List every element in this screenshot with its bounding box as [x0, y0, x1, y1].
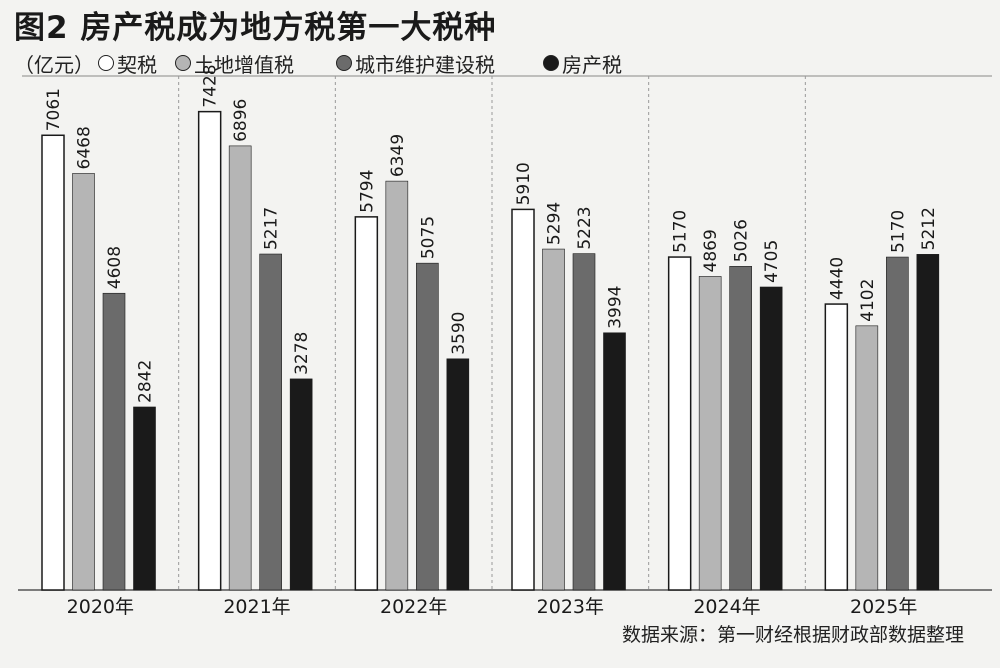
legend-swatch-urban-maintenance-tax — [336, 55, 352, 71]
bar-property-tax — [759, 286, 783, 591]
data-label-land-vat: 4869 — [701, 229, 721, 272]
bar-deed-tax — [667, 256, 692, 591]
legend-item-urban-maintenance-tax: 城市维护建设税 — [336, 49, 495, 78]
legend-label-land-vat: 土地增值税 — [194, 52, 294, 77]
bar-land-vat — [542, 248, 565, 591]
legend-label-deed-tax: 契税 — [117, 52, 157, 77]
chart-legend: （亿元） 契税 土地增值税 城市维护建设税 房产税 — [14, 49, 622, 78]
data-label-land-vat: 6349 — [388, 134, 408, 177]
data-label-land-vat: 6468 — [75, 126, 95, 169]
bar-land-vat — [698, 276, 722, 591]
source-note: 数据来源：第一财经根据财政部数据整理 — [621, 624, 964, 646]
bar-property-tax — [603, 332, 626, 591]
data-label-urban-maintenance-tax: 4608 — [105, 246, 125, 289]
data-label-urban-maintenance-tax: 5217 — [262, 207, 282, 250]
data-label-deed-tax: 5170 — [671, 210, 691, 253]
bar-urban-maintenance-tax — [729, 266, 752, 591]
data-label-deed-tax: 5910 — [514, 162, 534, 205]
data-label-deed-tax: 7428 — [201, 64, 221, 107]
data-label-deed-tax: 7061 — [44, 88, 64, 131]
bar-property-tax — [289, 378, 313, 591]
data-label-land-vat: 5294 — [545, 202, 565, 245]
bar-property-tax — [446, 358, 470, 591]
legend-label-property-tax: 房产税 — [562, 52, 622, 77]
x-tick-label: 2025年 — [850, 596, 917, 618]
legend-item-land-vat: 土地增值税 — [175, 49, 294, 78]
legend-item-property-tax: 房产税 — [543, 49, 622, 78]
unit-label: （亿元） — [14, 52, 94, 77]
data-label-property-tax: 4705 — [762, 240, 782, 283]
bar-land-vat — [385, 180, 409, 591]
bar-urban-maintenance-tax — [416, 262, 439, 591]
bar-property-tax — [133, 406, 156, 591]
legend-item-deed-tax: 契税 — [98, 49, 157, 78]
data-label-deed-tax: 5794 — [357, 170, 377, 213]
legend-label-urban-maintenance-tax: 城市维护建设税 — [355, 52, 495, 77]
bar-urban-maintenance-tax — [886, 256, 909, 591]
data-label-urban-maintenance-tax: 5170 — [888, 210, 908, 253]
data-label-deed-tax: 4440 — [827, 257, 847, 300]
x-tick-label: 2024年 — [693, 596, 760, 618]
data-label-urban-maintenance-tax: 5026 — [732, 219, 752, 262]
bar-urban-maintenance-tax — [572, 253, 596, 591]
data-label-urban-maintenance-tax: 5223 — [575, 206, 595, 249]
bar-urban-maintenance-tax — [259, 253, 282, 591]
bar-deed-tax — [41, 134, 65, 591]
bar-land-vat — [72, 173, 95, 591]
legend-swatch-property-tax — [543, 55, 559, 71]
bar-deed-tax — [824, 303, 849, 591]
legend-swatch-land-vat — [175, 55, 191, 71]
bar-deed-tax — [197, 110, 222, 591]
bar-land-vat — [855, 325, 879, 591]
x-tick-label: 2023年 — [537, 596, 604, 618]
x-tick-label: 2021年 — [223, 596, 290, 618]
bar-deed-tax — [354, 216, 379, 591]
x-tick-label: 2022年 — [380, 596, 447, 618]
data-label-property-tax: 3590 — [449, 312, 469, 355]
data-label-property-tax: 3994 — [606, 286, 626, 329]
bar-land-vat — [228, 145, 252, 591]
data-label-property-tax: 2842 — [136, 360, 156, 403]
bar-deed-tax — [511, 208, 535, 591]
legend-swatch-deed-tax — [98, 55, 114, 71]
bar-urban-maintenance-tax — [102, 292, 126, 591]
data-label-urban-maintenance-tax: 5075 — [418, 216, 438, 259]
data-label-land-vat: 4102 — [858, 279, 878, 322]
chart-title: 图2 房产税成为地方税第一大税种 — [14, 10, 497, 46]
x-tick-label: 2020年 — [67, 596, 134, 618]
data-label-property-tax: 5212 — [919, 207, 939, 250]
bar-property-tax — [916, 254, 940, 591]
data-label-property-tax: 3278 — [292, 332, 312, 375]
data-label-land-vat: 6896 — [231, 99, 251, 142]
